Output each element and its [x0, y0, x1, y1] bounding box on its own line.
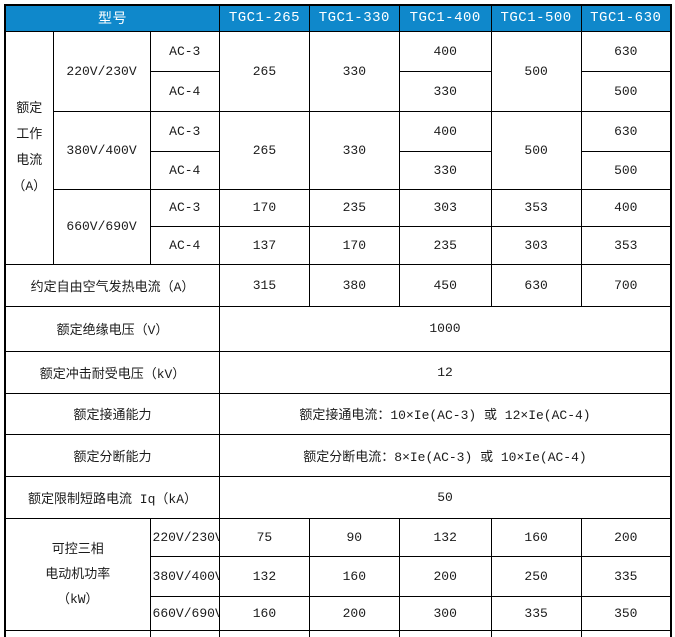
value-cell: 500: [490, 30, 582, 112]
voltage-cell-220: 220V/230V: [52, 30, 151, 112]
impulse-voltage-value: 12: [218, 350, 672, 394]
value-cell: 330: [398, 150, 492, 190]
value-cell: 380: [308, 263, 400, 307]
voltage-cell-660: 660V/690V: [149, 595, 220, 631]
table-row: 额定 工作 电流 （A） 220V/230V AC-3 265 330 400 …: [4, 30, 672, 265]
table-row: AC-4 137 170 235 303 353: [5, 225, 672, 265]
value-cell: 170: [308, 225, 400, 265]
table-row: AC-4 330 500: [5, 70, 672, 112]
header-model-label: 型号: [4, 4, 220, 32]
header-model-col-3: TGC1-400: [398, 4, 492, 32]
value-cell: 90: [308, 517, 400, 557]
impulse-voltage-label: 额定冲击耐受电压（kV）: [4, 350, 220, 394]
table-row: 可控三相 电动机功率 （kW） 220V/230V 75 90 132 160 …: [4, 517, 672, 631]
breaking-capacity-label: 额定分断能力: [4, 433, 220, 477]
value-cell: 330: [398, 70, 492, 112]
table-header-row: 型号 TGC1-265 TGC1-330 TGC1-400 TGC1-500 T…: [4, 4, 672, 32]
table-row: AC-4 330 500: [5, 150, 672, 190]
value-cell: 250: [490, 555, 582, 597]
table-row: 380V/400V AC-3 265 330 400 500 630: [5, 110, 672, 190]
making-capacity-value: 额定接通电流：10×Ie(AC-3) 或 12×Ie(AC-4): [218, 392, 672, 435]
thermal-current-label: 约定自由空气发热电流（A）: [4, 263, 220, 307]
value-cell: 335: [490, 595, 582, 631]
table-row: 额定绝缘电压（V） 1000: [4, 305, 672, 352]
voltage-cell-660: 660V/690V: [52, 188, 151, 265]
rated-current-label: 额定 工作 电流 （A）: [4, 30, 54, 265]
voltage-cell-220: 220V/230V: [149, 517, 220, 557]
value-cell: 200: [580, 517, 672, 557]
value-cell: 132: [218, 555, 310, 597]
value-cell: 315: [218, 263, 310, 307]
table-row-partial: [4, 629, 672, 637]
table-row: 约定自由空气发热电流（A） 315 380 450 630 700: [4, 263, 672, 307]
value-cell: 400: [398, 110, 492, 152]
value-cell: 330: [308, 30, 400, 112]
value-cell: 160: [308, 555, 400, 597]
table-row: 额定限制短路电流 Iq（kA） 50: [4, 475, 672, 519]
ac3-label-cell: AC-3: [149, 30, 220, 72]
value-cell: 450: [398, 263, 492, 307]
table-row: 额定冲击耐受电压（kV） 12: [4, 350, 672, 394]
insulation-voltage-value: 1000: [218, 305, 672, 352]
value-cell: 235: [398, 225, 492, 265]
value-cell: 350: [580, 595, 672, 631]
value-cell: 630: [490, 263, 582, 307]
value-cell: 75: [218, 517, 310, 557]
table-row: 380V/400V 132 160 200 250 335: [5, 555, 672, 597]
value-cell: 303: [490, 225, 582, 265]
value-cell: 132: [398, 517, 492, 557]
value-cell: 200: [398, 555, 492, 597]
value-cell: 200: [308, 595, 400, 631]
making-capacity-label: 额定接通能力: [4, 392, 220, 435]
value-cell: 265: [218, 110, 310, 190]
ac4-label-cell: AC-4: [149, 150, 220, 190]
value-cell: 400: [398, 30, 492, 72]
value-cell: 170: [218, 188, 310, 227]
ac3-label-cell: AC-3: [149, 188, 220, 227]
voltage-cell-380: 380V/400V: [149, 555, 220, 597]
value-cell: 700: [580, 263, 672, 307]
value-cell: 335: [580, 555, 672, 597]
header-model-col-4: TGC1-500: [490, 4, 582, 32]
short-circuit-current-label: 额定限制短路电流 Iq（kA）: [4, 475, 220, 519]
value-cell: 137: [218, 225, 310, 265]
value-cell: 300: [398, 595, 492, 631]
value-cell: 330: [308, 110, 400, 190]
spec-table: 型号 TGC1-265 TGC1-330 TGC1-400 TGC1-500 T…: [4, 4, 672, 637]
value-cell: 630: [580, 110, 672, 152]
table-row: 660V/690V AC-3 170 235 303 353 400: [5, 188, 672, 265]
motor-power-label-text: 可控三相 电动机功率 （kW）: [45, 541, 111, 607]
value-cell: 160: [490, 517, 582, 557]
header-model-col-1: TGC1-265: [218, 4, 310, 32]
ac4-label-cell: AC-4: [149, 225, 220, 265]
value-cell: 353: [490, 188, 582, 227]
value-cell: 500: [580, 150, 672, 190]
header-model-col-5: TGC1-630: [580, 4, 672, 32]
table-row: 额定分断能力 额定分断电流：8×Ie(AC-3) 或 10×Ie(AC-4): [4, 433, 672, 477]
value-cell: 353: [580, 225, 672, 265]
table-row: 660V/690V 160 200 300 335 350: [5, 595, 672, 631]
insulation-voltage-label: 额定绝缘电压（V）: [4, 305, 220, 352]
value-cell: 500: [490, 110, 582, 190]
rated-current-label-text: 额定 工作 电流 （A）: [12, 100, 47, 194]
short-circuit-current-value: 50: [218, 475, 672, 519]
value-cell: 265: [218, 30, 310, 112]
breaking-capacity-value: 额定分断电流：8×Ie(AC-3) 或 10×Ie(AC-4): [218, 433, 672, 477]
value-cell: 303: [398, 188, 492, 227]
value-cell: 630: [580, 30, 672, 72]
value-cell: 160: [218, 595, 310, 631]
value-cell: 235: [308, 188, 400, 227]
table-row: 额定接通能力 额定接通电流：10×Ie(AC-3) 或 12×Ie(AC-4): [4, 392, 672, 435]
ac3-label-cell: AC-3: [149, 110, 220, 152]
voltage-cell-380: 380V/400V: [52, 110, 151, 190]
value-cell: 400: [580, 188, 672, 227]
ac4-label-cell: AC-4: [149, 70, 220, 112]
motor-power-label: 可控三相 电动机功率 （kW）: [4, 517, 151, 631]
value-cell: 500: [580, 70, 672, 112]
header-model-col-2: TGC1-330: [308, 4, 400, 32]
